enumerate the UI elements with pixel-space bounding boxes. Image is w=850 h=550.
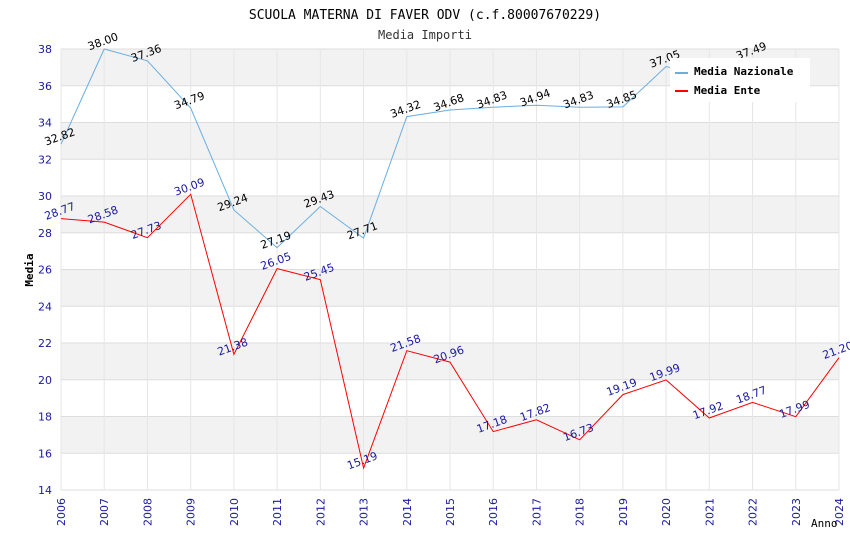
- legend-label-nazionale: Media Nazionale: [694, 65, 794, 78]
- x-tick-label: 2014: [401, 498, 414, 526]
- x-tick-label: 2023: [790, 498, 803, 526]
- y-tick-label: 16: [38, 447, 52, 460]
- y-tick-label: 20: [38, 374, 52, 387]
- x-tick-label: 2008: [141, 498, 154, 526]
- y-tick-label: 32: [38, 153, 52, 166]
- x-tick-label: 2012: [314, 498, 327, 526]
- x-tick-label: 2009: [185, 498, 198, 526]
- x-tick-label: 2021: [703, 498, 716, 526]
- y-tick-label: 28: [38, 227, 52, 240]
- x-tick-label: 2022: [747, 498, 760, 526]
- x-tick-label: 2011: [271, 498, 284, 526]
- series-line-1: [60, 193, 840, 470]
- x-tick-label: 2020: [660, 498, 673, 526]
- x-tick-label: 2007: [98, 498, 111, 526]
- legend: Media Nazionale Media Ente: [670, 58, 810, 102]
- x-tick-label: 2010: [228, 498, 241, 526]
- legend-label-ente: Media Ente: [694, 84, 761, 97]
- x-tick-label: 2006: [55, 498, 68, 526]
- x-tick-label: 2016: [487, 498, 500, 526]
- x-tick-label: 2017: [530, 498, 543, 526]
- y-tick-label: 38: [38, 43, 52, 56]
- y-tick-label: 22: [38, 337, 52, 350]
- y-tick-label: 26: [38, 264, 52, 277]
- y-axis-label: Media: [23, 253, 36, 286]
- chart-title: SCUOLA MATERNA DI FAVER ODV (c.f.8000767…: [249, 8, 601, 23]
- legend-box: [670, 58, 810, 102]
- y-tick-label: 24: [38, 300, 52, 313]
- y-tick-label: 18: [38, 411, 52, 424]
- x-tick-label: 2015: [444, 498, 457, 526]
- y-tick-label: 34: [38, 117, 52, 130]
- x-axis-label: Anno: [811, 517, 838, 530]
- y-tick-label: 36: [38, 80, 52, 93]
- x-tick-label: 2013: [358, 498, 371, 526]
- chart-subtitle: Media Importi: [378, 28, 472, 42]
- series-line-0: [60, 48, 753, 249]
- y-tick-label: 14: [38, 484, 52, 497]
- x-tick-label: 2018: [574, 498, 587, 526]
- gridlines: [60, 48, 840, 491]
- series-lines: [60, 48, 840, 470]
- x-tick-label: 2019: [617, 498, 630, 526]
- y-tick-label: 30: [38, 190, 52, 203]
- x-tick-label: 2024: [833, 498, 846, 526]
